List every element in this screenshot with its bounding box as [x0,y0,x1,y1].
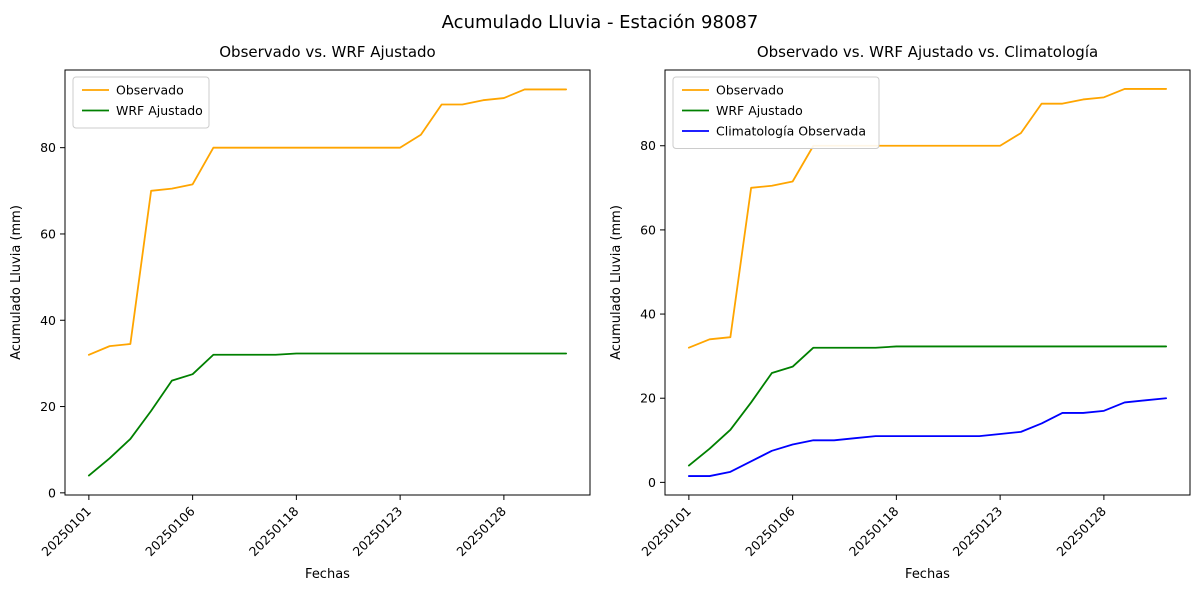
plot-frame [664,69,1191,496]
legend-label: Observado [716,83,784,98]
axes-title: Observado vs. WRF Ajustado [219,43,435,61]
y-tick-label: 20 [40,399,56,414]
y-tick-label: 20 [640,391,656,406]
x-tick-label: 20250101 [38,504,94,560]
legend-label: WRF Ajustado [716,103,803,118]
x-tick-label: 20250123 [350,504,406,560]
series-line-wrf-ajustado [687,345,1168,467]
x-tick-label: 20250101 [638,504,694,560]
series-line-climatolog-a-observada [687,397,1168,477]
y-tick-label: 40 [640,307,656,322]
x-tick-label: 20250106 [142,503,198,559]
x-axis-label: Fechas [905,567,950,582]
y-tick-label: 60 [640,222,656,237]
legend-label: Climatología Observada [716,124,866,139]
y-tick-label: 40 [40,313,56,328]
legend: Observado WRF Ajustado Climatología Observ… [672,76,880,149]
series-line-observado [687,88,1168,349]
y-axis-label: Acumulado Lluvia (mm) [9,205,24,360]
legend-label: WRF Ajustado [116,103,203,118]
x-axis-label: Fechas [305,567,350,582]
legend: Observado WRF Ajustado [72,76,210,129]
y-axis-label: Acumulado Lluvia (mm) [609,205,624,360]
legend-label: Observado [116,83,184,98]
x-tick-label: 20250123 [950,504,1006,560]
axes-title: Observado vs. WRF Ajustado vs. Climatolo… [757,43,1098,61]
figure-title: Acumulado Lluvia - Estación 98087 [441,12,759,33]
series-line-observado [87,88,568,356]
series-line-wrf-ajustado [87,352,568,477]
y-tick-label: 80 [640,138,656,153]
y-tick-label: 80 [40,140,56,155]
y-tick-label: 60 [40,226,56,241]
right-chart: Observado vs. WRF Ajustado vs. Climatolo… [609,43,1191,582]
x-tick-label: 20250128 [1053,503,1109,559]
left-chart: Observado vs. WRF Ajustado Acumulado Lluv… [9,43,591,582]
plot-frame [64,69,591,496]
y-tick-label: 0 [48,485,56,500]
x-tick-label: 20250118 [846,503,902,559]
x-tick-label: 20250128 [453,503,509,559]
y-tick-label: 0 [648,475,656,490]
x-tick-label: 20250106 [742,503,798,559]
legend-frame [672,76,880,149]
x-tick-label: 20250118 [246,503,302,559]
